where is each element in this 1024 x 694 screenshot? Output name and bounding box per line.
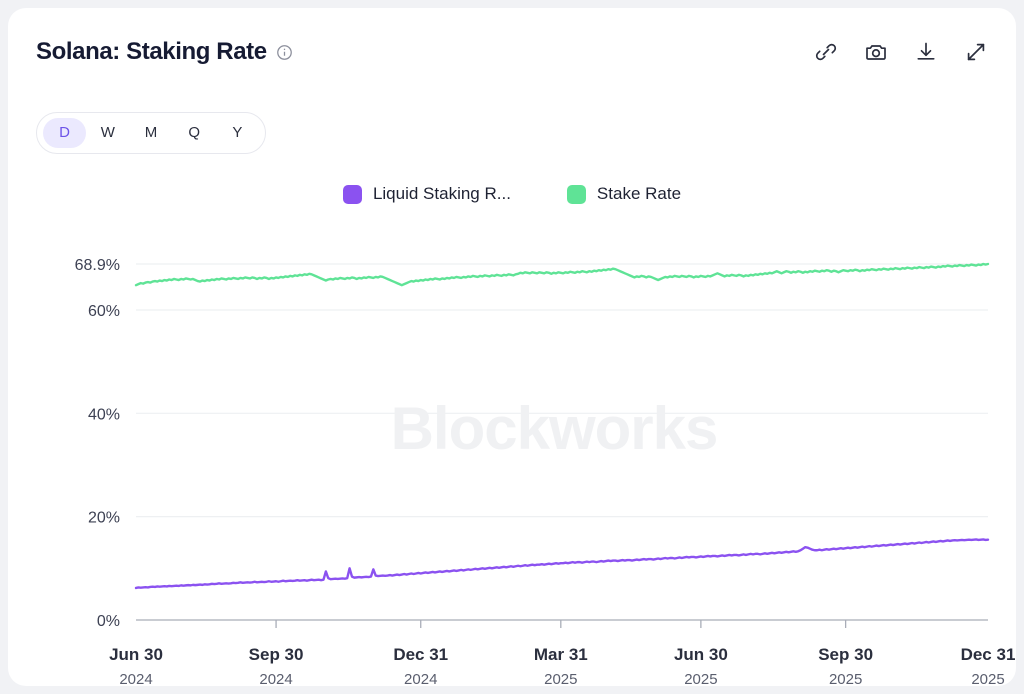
chart-plot-area: Blockworks 0% 20% 40% 60% 68.9% Jun 30 2024 Se… (8, 224, 1016, 686)
legend-label: Liquid Staking R... (372, 184, 511, 203)
x-axis-tick-year: 2024 (119, 671, 152, 686)
period-option-m[interactable]: M (144, 124, 158, 141)
legend-swatch (566, 184, 586, 204)
camera-icon[interactable] (864, 40, 888, 64)
share-link-icon[interactable] (814, 40, 838, 64)
y-axis-tick-label: 20% (88, 510, 120, 527)
expand-icon[interactable] (964, 40, 988, 64)
x-axis-tick-year: 2025 (684, 671, 717, 686)
x-axis-tick-year: 2024 (404, 671, 437, 686)
x-axis-tick-label: Sep 30 (818, 645, 873, 664)
legend-swatch (342, 184, 362, 204)
x-axis-tick-year: 2024 (259, 671, 292, 686)
x-axis-tick-label: Dec 31 (393, 645, 448, 664)
x-axis-tick-label: Sep 30 (249, 645, 304, 664)
card-toolbar (814, 40, 988, 64)
period-option-y[interactable]: Y (232, 124, 243, 141)
x-axis-tick-label: Jun 30 (674, 645, 728, 664)
x-axis-labels: Jun 30 2024 Sep 30 2024 Dec 31 2024 Mar 31 2025… (109, 645, 1015, 686)
series-line-liquid-staking-rate (134, 538, 990, 590)
x-axis-tick-year: 2025 (829, 671, 862, 686)
watermark-text: Blockworks (391, 395, 718, 462)
series-line-stake-rate (134, 262, 990, 287)
line-chart-svg: Blockworks 0% 20% 40% 60% 68.9% Jun 30 2024 Se… (75, 257, 1016, 686)
download-icon[interactable] (914, 40, 938, 64)
gridlines (136, 263, 988, 518)
card-header: Solana: Staking Rate (8, 8, 1016, 92)
period-option-d[interactable]: D (43, 118, 87, 148)
y-axis-tick-label: 68.9% (75, 257, 120, 274)
title-group: Solana: Staking Rate (36, 38, 293, 66)
x-axis-tick-label: Mar 31 (534, 645, 588, 664)
x-axis-tick-year: 2025 (971, 671, 1004, 686)
x-axis-tick-label: Dec 31 (961, 645, 1016, 664)
period-option-w[interactable]: W (100, 124, 115, 141)
legend-item-stake-rate[interactable]: Stake Rate (566, 184, 682, 204)
info-circle-icon[interactable] (276, 44, 293, 61)
page-title: Solana: Staking Rate (36, 38, 267, 65)
series-lines (134, 262, 990, 590)
y-axis-labels: 0% 20% 40% 60% 68.9% (75, 257, 120, 630)
legend-item-liquid-staking-rate[interactable]: Liquid Staking R... (342, 184, 511, 204)
period-option-q[interactable]: Q (188, 124, 201, 141)
x-axis-tick-label: Jun 30 (109, 645, 163, 664)
chart-legend: Liquid Staking R... Stake Rate (8, 184, 1016, 204)
y-axis-tick-label: 0% (97, 613, 120, 630)
y-axis-tick-label: 60% (88, 303, 120, 320)
y-axis-tick-label: 40% (88, 406, 120, 423)
x-axis-tick-year: 2025 (544, 671, 577, 686)
legend-label: Stake Rate (596, 184, 682, 203)
chart-card: Solana: Staking Rate (8, 8, 1016, 686)
x-axis (136, 619, 988, 628)
